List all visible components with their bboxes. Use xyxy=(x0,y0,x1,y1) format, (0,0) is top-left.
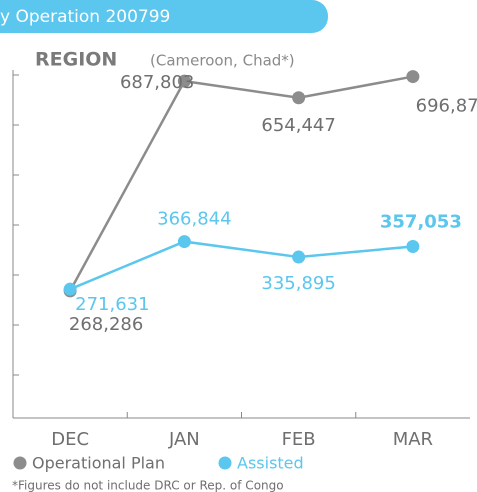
data-point xyxy=(177,74,191,88)
data-point xyxy=(63,282,77,296)
data-label: 696,872 xyxy=(416,96,477,117)
x-tick-label: JAN xyxy=(168,429,200,450)
x-tick-label: MAR xyxy=(393,429,433,450)
x-tick-label: DEC xyxy=(51,429,89,450)
data-point xyxy=(292,250,306,264)
series-line xyxy=(69,240,413,291)
legend-label: Operational Plan xyxy=(32,454,165,473)
chart-subtitle: (Cameroon, Chad*) xyxy=(150,52,295,70)
data-point xyxy=(177,235,191,249)
data-point xyxy=(406,239,420,253)
legend-label: Assisted xyxy=(237,454,304,473)
data-label: 335,895 xyxy=(261,273,335,294)
data-point xyxy=(292,91,306,105)
series-line xyxy=(69,75,414,292)
legend-marker xyxy=(218,456,232,470)
data-label: 357,053 xyxy=(380,211,462,232)
header-banner xyxy=(0,0,328,33)
x-tick-label: FEB xyxy=(282,429,316,450)
data-point xyxy=(406,70,420,84)
data-label: 268,286 xyxy=(69,314,143,335)
chart-title: REGION xyxy=(35,49,117,71)
data-label: 271,631 xyxy=(75,294,149,315)
legend-marker xyxy=(13,456,27,470)
data-label: 687,803 xyxy=(120,72,194,93)
data-label: 366,844 xyxy=(157,209,231,230)
header-text: y Operation 200799 xyxy=(0,7,170,27)
data-label: 654,447 xyxy=(261,115,335,136)
footnote: *Figures do not include DRC or Rep. of C… xyxy=(12,479,284,492)
